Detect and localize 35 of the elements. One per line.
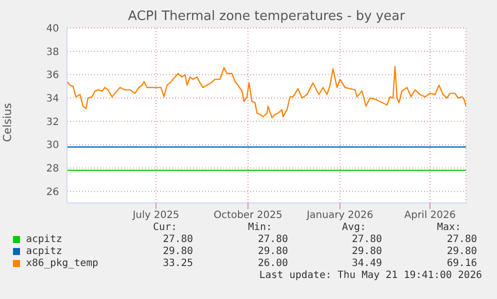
y-tick-label: 38 — [46, 46, 59, 58]
text: 29.80 — [446, 246, 477, 257]
text: Min: — [248, 222, 274, 233]
text: Avg: — [342, 222, 368, 233]
y-tick-label: 36 — [46, 70, 59, 82]
legend-label: acpitz — [26, 234, 62, 245]
line-series — [67, 66, 466, 118]
y-tick-label: 40 — [46, 24, 59, 35]
x-tick-label: October 2025 — [214, 210, 282, 222]
y-tick-label: 32 — [46, 116, 59, 128]
y-axis-title: Celsius — [1, 103, 14, 142]
y-tick-label: 34 — [46, 94, 59, 105]
text: Last update: Thu May 21 19:41:00 2026 — [259, 270, 482, 281]
x-tick-label: July 2025 — [132, 210, 180, 222]
y-tick-label: 30 — [46, 140, 59, 152]
text: 29.80 — [256, 246, 288, 257]
text: 33.25 — [162, 258, 193, 269]
text: 69.16 — [446, 258, 477, 269]
x-tick-label: April 2026 — [404, 210, 456, 222]
x-tick-label: January 2026 — [306, 210, 374, 222]
legend-label: acpitz — [26, 246, 62, 257]
chart-title: ACPI Thermal zone temperatures - by year — [127, 9, 406, 24]
text: 27.80 — [446, 234, 477, 245]
text: 34.49 — [350, 258, 382, 269]
text: 29.80 — [162, 246, 193, 257]
text: 27.80 — [256, 234, 288, 245]
y-tick-label: 28 — [46, 164, 59, 175]
text: Max: — [437, 222, 462, 233]
text: 26.00 — [256, 258, 288, 269]
text: 29.80 — [350, 246, 382, 257]
legend-label: x86_pkg_temp — [26, 258, 98, 269]
text: 27.80 — [162, 234, 193, 245]
y-tick-label: 26 — [46, 186, 59, 198]
text: 27.80 — [350, 234, 382, 245]
text: Cur: — [153, 222, 178, 233]
